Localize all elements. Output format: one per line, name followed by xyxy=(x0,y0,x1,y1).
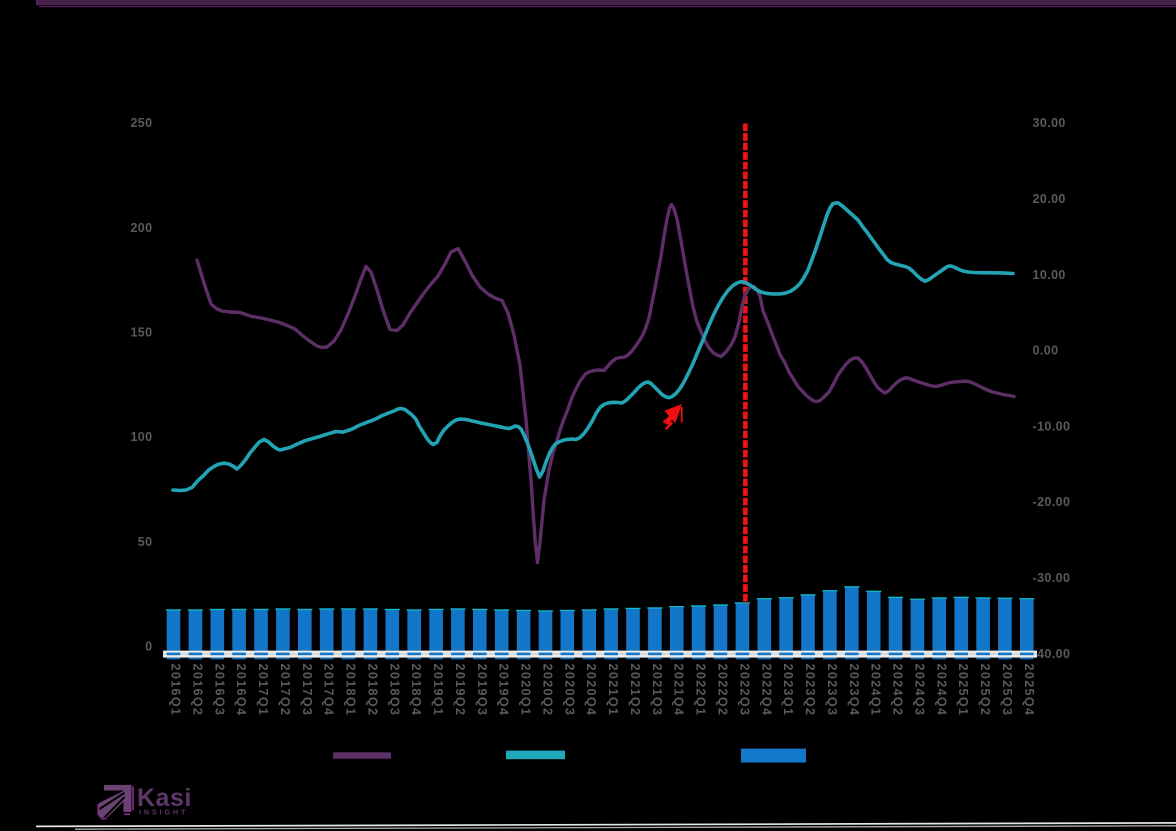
svg-text:2017Q3: 2017Q3 xyxy=(300,664,314,717)
svg-text:-10.00: -10.00 xyxy=(1033,419,1071,433)
svg-text:2022Q2: 2022Q2 xyxy=(716,664,730,717)
svg-text:INSIGHT: INSIGHT xyxy=(139,810,188,817)
svg-text:50: 50 xyxy=(138,535,153,549)
svg-text:2018Q3: 2018Q3 xyxy=(387,664,401,717)
svg-text:100: 100 xyxy=(130,430,152,444)
svg-text:-30.00: -30.00 xyxy=(1033,571,1071,585)
svg-text:150: 150 xyxy=(130,326,152,340)
svg-text:2017Q1: 2017Q1 xyxy=(256,664,270,717)
svg-text:2024Q2: 2024Q2 xyxy=(891,664,905,717)
svg-text:2025Q3: 2025Q3 xyxy=(1000,664,1014,717)
svg-text:2024Q3: 2024Q3 xyxy=(912,664,926,717)
svg-text:2022Q4: 2022Q4 xyxy=(759,664,773,717)
svg-text:2017Q2: 2017Q2 xyxy=(278,664,292,717)
svg-text:2019Q3: 2019Q3 xyxy=(475,664,489,717)
svg-text:2018Q4: 2018Q4 xyxy=(409,664,423,717)
svg-text:2018Q1: 2018Q1 xyxy=(344,664,358,717)
svg-text:2021Q1: 2021Q1 xyxy=(606,664,620,717)
svg-text:2024Q1: 2024Q1 xyxy=(869,664,883,717)
svg-text:2022Q3: 2022Q3 xyxy=(737,664,751,717)
svg-text:-20.00: -20.00 xyxy=(1033,495,1071,509)
svg-text:2016Q3: 2016Q3 xyxy=(212,664,226,717)
svg-text:250: 250 xyxy=(130,116,152,130)
svg-text:2019Q2: 2019Q2 xyxy=(453,664,467,717)
svg-text:2018Q2: 2018Q2 xyxy=(365,664,379,717)
svg-text:2020Q3: 2020Q3 xyxy=(562,664,576,717)
svg-text:2016Q2: 2016Q2 xyxy=(190,664,204,717)
svg-text:2020Q1: 2020Q1 xyxy=(519,664,533,717)
svg-text:2023Q4: 2023Q4 xyxy=(847,664,861,717)
svg-text:20.00: 20.00 xyxy=(1033,192,1066,206)
svg-text:10.00: 10.00 xyxy=(1033,268,1066,282)
svg-text:2025Q4: 2025Q4 xyxy=(1022,664,1036,717)
svg-text:2023Q2: 2023Q2 xyxy=(803,664,817,717)
svg-text:2021Q2: 2021Q2 xyxy=(628,664,642,717)
svg-text:2016Q1: 2016Q1 xyxy=(169,664,183,717)
svg-text:2019Q4: 2019Q4 xyxy=(497,664,511,717)
svg-text:2020Q2: 2020Q2 xyxy=(541,664,555,717)
svg-text:2016Q4: 2016Q4 xyxy=(234,664,248,717)
svg-text:0: 0 xyxy=(145,640,152,654)
svg-text:2024Q4: 2024Q4 xyxy=(934,664,948,717)
svg-text:2021Q4: 2021Q4 xyxy=(672,664,686,717)
svg-text:2020Q4: 2020Q4 xyxy=(584,664,598,717)
svg-text:2025Q2: 2025Q2 xyxy=(978,664,992,717)
svg-text:2022Q1: 2022Q1 xyxy=(694,664,708,717)
svg-text:2025Q1: 2025Q1 xyxy=(956,664,970,717)
svg-text:2023Q1: 2023Q1 xyxy=(781,664,795,717)
svg-text:0.00: 0.00 xyxy=(1033,344,1059,358)
svg-text:200: 200 xyxy=(130,221,152,235)
svg-text:30.00: 30.00 xyxy=(1033,116,1066,130)
svg-text:2021Q3: 2021Q3 xyxy=(650,664,664,717)
svg-text:2019Q1: 2019Q1 xyxy=(431,664,445,717)
svg-text:2023Q3: 2023Q3 xyxy=(825,664,839,717)
svg-text:2017Q4: 2017Q4 xyxy=(322,664,336,717)
svg-text:Kasi: Kasi xyxy=(137,784,192,812)
svg-text:-40.00: -40.00 xyxy=(1033,647,1071,661)
